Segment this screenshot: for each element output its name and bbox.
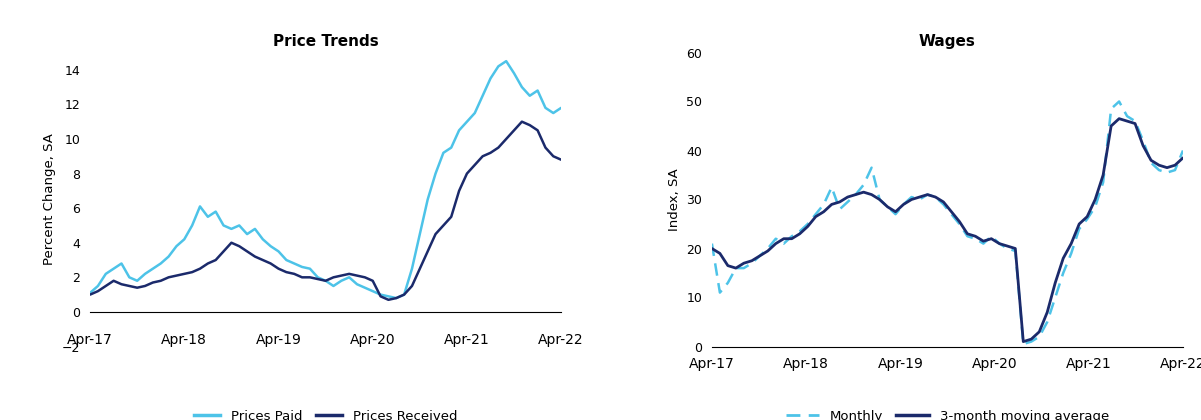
Legend: Prices Paid, Prices Received: Prices Paid, Prices Received [189,404,462,420]
Title: Wages: Wages [919,34,976,49]
Y-axis label: Index, SA: Index, SA [668,168,681,231]
Legend: Monthly, 3-month moving average: Monthly, 3-month moving average [781,404,1115,420]
Y-axis label: Percent Change, SA: Percent Change, SA [43,134,56,265]
Title: Price Trends: Price Trends [273,34,378,49]
